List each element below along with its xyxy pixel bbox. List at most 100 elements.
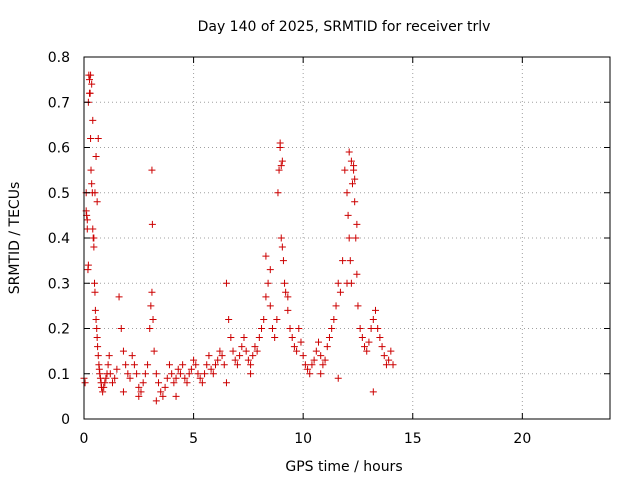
data-point (94, 343, 102, 351)
data-point (179, 361, 187, 369)
x-tick-label: 15 (404, 431, 422, 447)
data-point (163, 374, 171, 382)
data-point (207, 365, 215, 373)
data-point (345, 234, 353, 242)
x-tick-label: 0 (80, 431, 89, 447)
data-point (341, 166, 349, 174)
data-point (135, 392, 143, 400)
data-point (273, 315, 281, 323)
data-point (165, 361, 173, 369)
data-point (350, 162, 358, 170)
data-point (220, 361, 228, 369)
x-axis-label: GPS time / hours (285, 459, 402, 475)
data-point (274, 189, 282, 197)
data-point (344, 211, 352, 219)
data-point (262, 252, 270, 260)
data-point (242, 347, 250, 355)
data-point (172, 392, 180, 400)
data-point (225, 315, 233, 323)
data-point (325, 334, 333, 342)
data-point (258, 325, 266, 332)
data-point (104, 361, 112, 369)
data-point (323, 343, 331, 351)
data-point (260, 315, 268, 323)
data-point (96, 370, 104, 378)
data-point (277, 162, 285, 170)
data-point (365, 338, 373, 346)
data-point (354, 302, 362, 310)
data-point (247, 361, 255, 369)
data-point (317, 370, 325, 378)
data-point (85, 76, 93, 84)
y-tick-label: 0 (61, 412, 70, 428)
data-point (290, 343, 298, 351)
data-point (286, 325, 294, 332)
data-point (312, 347, 320, 355)
data-point (209, 370, 217, 378)
data-point (227, 334, 235, 342)
data-point (122, 361, 130, 369)
data-point (321, 356, 329, 364)
data-point (255, 334, 263, 342)
data-point (319, 361, 327, 369)
data-point (369, 388, 377, 396)
data-point (356, 325, 364, 332)
data-point (174, 365, 182, 373)
data-point (297, 338, 305, 346)
data-point (190, 356, 198, 364)
data-point (343, 279, 351, 287)
data-point (192, 361, 200, 369)
data-point (222, 379, 230, 387)
data-point (352, 234, 360, 242)
x-tick-label: 5 (189, 431, 198, 447)
data-point (119, 347, 127, 355)
data-point (92, 153, 100, 161)
y-tick-label: 0.3 (48, 276, 70, 292)
data-point (268, 325, 276, 332)
data-point (332, 302, 340, 310)
data-point (276, 139, 284, 147)
data-point (361, 343, 369, 351)
data-point (170, 379, 178, 387)
y-tick-label: 0.5 (48, 186, 70, 202)
data-point (139, 379, 147, 387)
data-point (306, 370, 314, 378)
data-point (90, 243, 98, 251)
data-point (389, 361, 397, 369)
data-point (108, 379, 116, 387)
data-point (99, 388, 107, 396)
data-point (111, 374, 119, 382)
data-point (231, 356, 239, 364)
data-point (288, 334, 296, 342)
data-point (93, 325, 101, 332)
data-point (168, 370, 176, 378)
data-point (244, 356, 252, 364)
y-tick-label: 0.6 (48, 141, 70, 157)
data-point (117, 325, 125, 332)
data-point (101, 379, 109, 387)
data-point (363, 347, 371, 355)
data-point (279, 257, 287, 265)
data-point (89, 225, 97, 233)
data-point (187, 365, 195, 373)
data-point (148, 288, 156, 296)
data-point (102, 374, 110, 382)
data-point (212, 361, 219, 369)
data-point (130, 361, 138, 369)
data-point (295, 325, 303, 332)
data-point (284, 293, 292, 301)
data-point (334, 374, 342, 382)
data-point (119, 388, 127, 396)
data-point (88, 180, 96, 188)
data-point (176, 370, 184, 378)
data-point (367, 325, 375, 332)
y-tick-label: 0.8 (48, 50, 70, 66)
data-point (380, 352, 388, 360)
chart-title: Day 140 of 2025, SRMTID for receiver trl… (198, 19, 491, 35)
data-point (334, 279, 342, 287)
data-point (183, 379, 191, 387)
data-point (238, 343, 246, 351)
data-point (146, 325, 154, 332)
data-point (137, 388, 145, 396)
data-point (345, 148, 353, 156)
